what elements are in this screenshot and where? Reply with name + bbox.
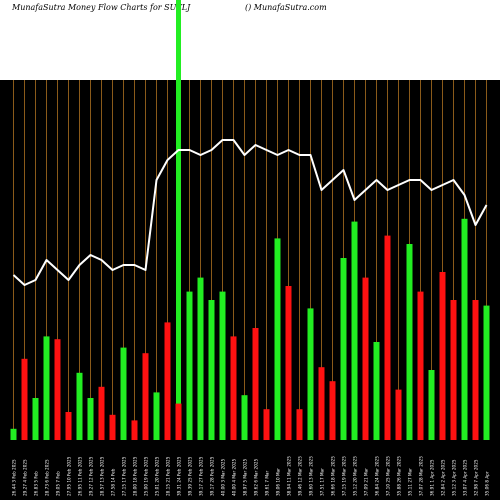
money-flow-bar: [186, 291, 193, 440]
money-flow-bar: [439, 272, 446, 440]
x-tick-label: 29.05 7 Feb: [56, 471, 61, 496]
x-tick-label: 35.88 26 Mar 2025: [397, 456, 402, 496]
money-flow-bar: [428, 370, 435, 440]
x-tick-label: 27.15 17 Feb 2025: [122, 456, 127, 496]
money-flow-bar: [395, 389, 402, 440]
money-flow-bar: [274, 238, 281, 440]
chart-title: MunafaSutra Money Flow Charts for SUTLJ: [12, 3, 191, 12]
x-tick-label: 35.06 8 Apr: [485, 471, 490, 496]
x-tick-label: 35.12 20 Mar 2025: [353, 456, 358, 496]
money-flow-bar: [153, 392, 160, 440]
money-flow-bar: [461, 218, 468, 440]
money-flow-bar: [307, 308, 314, 440]
x-tick-label: 28.00 18 Feb 2025: [133, 456, 138, 496]
x-tick-label: 39.62 6 Mar 2025: [254, 458, 259, 496]
x-tick-label: 26.44 3 Feb 2025: [12, 459, 17, 496]
money-flow-bar: [164, 322, 171, 440]
x-tick-label: 29.27 4 Feb 2025: [23, 459, 28, 496]
x-tick-label: 39.60 13 Mar 2025: [309, 456, 314, 496]
money-flow-bar: [263, 409, 270, 440]
x-tick-label: 39.39 25 Feb 2025: [188, 456, 193, 496]
money-flow-bar: [472, 300, 479, 440]
money-flow-bar: [65, 412, 72, 440]
x-tick-label: 26.83 5 Feb: [34, 471, 39, 496]
x-tick-label: 28.57 13 Feb 2025: [100, 456, 105, 496]
x-tick-label: 38.94 11 Mar 2025: [287, 456, 292, 496]
x-tick-label: 29.27 12 Feb 2025: [89, 456, 94, 496]
money-flow-bar: [120, 347, 127, 440]
x-tick-label: 25.00 19 Feb 2025: [144, 456, 149, 496]
money-flow-bar: [109, 414, 116, 440]
money-flow-bar: [241, 395, 248, 440]
x-tick-label: 37.15 19 Mar 2025: [342, 456, 347, 496]
x-tick-label: 40.00 3 Mar 2025: [221, 458, 226, 496]
money-flow-bar: [285, 286, 292, 440]
x-tick-label: 39.46 12 Mar 2025: [298, 456, 303, 496]
money-flow-bar: [131, 420, 138, 440]
x-tick-label: 39.61 7 Mar: [265, 471, 270, 496]
money-flow-bar: [296, 409, 303, 440]
x-tick-label: 38.97 5 Mar 2025: [243, 458, 248, 496]
x-tick-label: 39.06 10 Mar: [276, 468, 281, 496]
x-tick-label: 36.66 18 Mar 2025: [331, 456, 336, 496]
x-tick-label: 26.95 11 Feb 2025: [78, 456, 83, 496]
money-flow-bar: [318, 367, 325, 440]
money-flow-bar: [54, 339, 61, 440]
x-tick-label: 40.00 4 Mar 2025: [232, 458, 237, 496]
money-flow-bar: [340, 258, 347, 440]
x-tick-label: 28.73 6 Feb 2025: [45, 459, 50, 496]
x-tick-label: 39.17 28 Feb 2025: [210, 456, 215, 496]
money-flow-bar: [373, 342, 380, 440]
money-flow-bar: [32, 398, 39, 440]
x-tick-label: 37.51 17 Mar: [320, 468, 325, 496]
money-flow-bar: [175, 403, 182, 440]
money-flow-bar: [329, 381, 336, 440]
money-flow-bar: [87, 398, 94, 440]
money-flow-bar: [230, 336, 237, 440]
price-line: [12, 139, 488, 286]
x-tick-label: 27.95 10 Feb 2025: [67, 456, 72, 496]
money-flow-bar: [417, 291, 424, 440]
x-tick-label: 37.09 21 Mar: [364, 468, 369, 496]
x-tick-label: 37.07 28 Mar 2025: [419, 456, 424, 496]
chart-header: MunafaSutra Money Flow Charts for SUTLJ …: [0, 0, 500, 80]
money-flow-bar: [406, 244, 413, 440]
x-tick-label: 25.01 20 Feb 2025: [155, 456, 160, 496]
money-flow-bar: [142, 353, 149, 440]
money-flow-bar: [10, 428, 17, 440]
money-flow-bar: [21, 358, 28, 440]
site-credit: () MunafaSutra.com: [245, 3, 327, 12]
money-flow-bar: [384, 235, 391, 440]
x-tick-label: 35.12 3 Apr 2025: [452, 459, 457, 496]
x-tick-label: 37.10 25 Mar 2025: [386, 456, 391, 496]
x-tick-label: 32.84 2 Apr 2025: [441, 459, 446, 496]
highlight-marker: [176, 0, 181, 440]
money-flow-bar: [252, 328, 259, 440]
x-tick-label: 39.31 24 Feb 2025: [177, 456, 182, 496]
money-flow-bar: [351, 221, 358, 440]
money-flow-bar: [362, 277, 369, 440]
money-flow-bar: [98, 386, 105, 440]
money-flow-bar: [197, 277, 204, 440]
x-tick-label: 36.91 1 Apr 2025: [430, 459, 435, 496]
x-tick-label: 32.98 7 Apr 2025: [474, 459, 479, 496]
x-tick-label: 33.07 4 Apr 2025: [463, 459, 468, 496]
money-flow-bar: [76, 372, 83, 440]
money-flow-bar: [208, 300, 215, 440]
money-flow-bar: [219, 291, 226, 440]
x-tick-label: 35.11 27 Mar: [408, 468, 413, 496]
money-flow-bar: [450, 300, 457, 440]
x-tick-label: 39.17 27 Feb 2025: [199, 456, 204, 496]
x-tick-label: 27.58 14 Feb: [111, 468, 116, 496]
x-tick-label: 28.15 21 Feb 2025: [166, 456, 171, 496]
x-tick-label: 36.84 24 Mar 2025: [375, 456, 380, 496]
money-flow-bar: [43, 336, 50, 440]
money-flow-bar: [483, 305, 490, 440]
